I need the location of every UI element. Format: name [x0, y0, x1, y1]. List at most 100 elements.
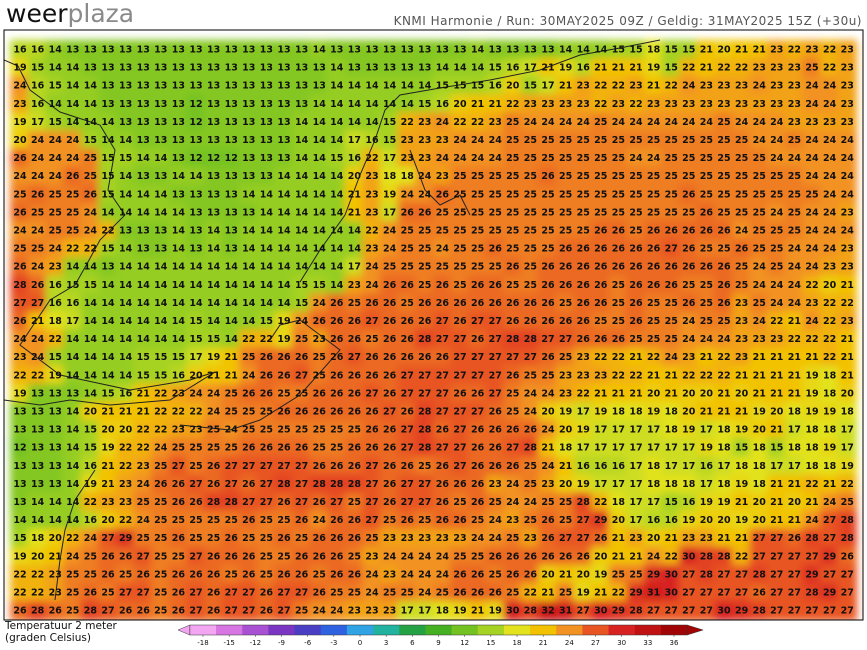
temp-label: 24: [506, 497, 520, 508]
temp-label: 26: [629, 262, 643, 273]
temp-label: 21: [594, 388, 607, 399]
temp-cell: [467, 184, 488, 205]
temp-label: 13: [225, 81, 238, 92]
temp-label: 21: [629, 551, 642, 562]
temp-label: 21: [629, 388, 642, 399]
temp-label: 24: [471, 533, 485, 544]
temp-cell: [379, 311, 400, 332]
temp-label: 24: [365, 262, 379, 273]
temp-cell: [520, 130, 541, 151]
temp-label: 19: [647, 63, 660, 74]
colorbar-tick-label: -6: [304, 639, 312, 647]
temp-label: 15: [84, 443, 97, 454]
temp-label: 26: [207, 461, 221, 472]
temp-cell: [415, 184, 435, 205]
colorbar-tick-label: 21: [539, 639, 548, 647]
temp-label: 25: [436, 262, 449, 273]
temp-label: 18: [629, 407, 643, 418]
colorbar-tick-label: -15: [223, 639, 234, 647]
temp-label: 24: [788, 153, 802, 164]
temp-cell: [520, 365, 541, 386]
temp-cell: [186, 130, 206, 151]
temp-cell: [696, 39, 717, 61]
temp-label: 25: [665, 298, 678, 309]
temp-label: 15: [260, 316, 273, 327]
temp-label: 28: [753, 606, 767, 617]
temp-label: 26: [577, 551, 591, 562]
temp-label: 26: [277, 533, 291, 544]
temp-cell: [379, 383, 400, 404]
temp-cell: [397, 347, 417, 368]
temp-label: 23: [49, 569, 62, 580]
temp-cell: [731, 383, 752, 404]
temp-label: 13: [541, 45, 554, 56]
temp-label: 14: [66, 99, 80, 110]
temp-label: 25: [154, 588, 167, 599]
temp-cell: [819, 365, 840, 386]
temp-cell: [186, 383, 206, 404]
temp-label: 17: [647, 425, 660, 436]
temp-cell: [608, 347, 629, 368]
temp-cell: [98, 202, 118, 223]
temp-label: 14: [260, 262, 274, 273]
temp-label: 25: [242, 407, 255, 418]
temp-cell: [749, 130, 769, 151]
temp-label: 24: [418, 588, 432, 599]
temp-label: 29: [612, 606, 625, 617]
temp-cell: [309, 347, 329, 368]
temp-label: 26: [594, 298, 608, 309]
temp-label: 25: [559, 226, 572, 237]
temp-label: 23: [348, 606, 361, 617]
temp-cell: [10, 365, 30, 386]
temp-cell: [731, 39, 752, 61]
temp-label: 25: [717, 171, 730, 182]
temp-label: 25: [31, 244, 44, 255]
temp-cell: [221, 293, 241, 314]
temp-label: 19: [277, 316, 290, 327]
colorbar-tick-label: 33: [643, 639, 652, 647]
temp-label: 26: [506, 461, 520, 472]
temp-label: 14: [383, 99, 397, 110]
temp-cell: [767, 347, 787, 368]
temp-cell: [767, 94, 787, 115]
temp-cell: [203, 220, 224, 242]
temp-cell: [291, 347, 312, 368]
temp-label: 28: [418, 407, 432, 418]
temp-cell: [450, 202, 470, 223]
temp-label: 18: [823, 425, 837, 436]
temp-cell: [503, 148, 523, 169]
temp-label: 24: [436, 244, 450, 255]
temp-label: 28: [31, 606, 45, 617]
temp-label: 14: [119, 171, 133, 182]
temp-cell: [555, 257, 576, 278]
temp-label: 13: [154, 117, 167, 128]
temp-cell: [626, 94, 646, 115]
temp-cell: [591, 112, 611, 133]
temp-cell: [626, 257, 646, 278]
temp-label: 25: [717, 244, 730, 255]
temp-cell: [397, 275, 417, 296]
temp-label: 22: [823, 298, 836, 309]
temp-label: 24: [753, 81, 767, 92]
temp-label: 24: [770, 117, 784, 128]
temp-label: 27: [172, 461, 185, 472]
temp-label: 27: [805, 606, 818, 617]
temp-cell: [485, 383, 505, 404]
temp-cell: [327, 94, 347, 115]
temp-label: 25: [700, 153, 713, 164]
temp-label: 22: [101, 226, 114, 237]
temp-label: 13: [277, 135, 290, 146]
temp-cell: [133, 257, 153, 278]
temp-label: 23: [172, 388, 185, 399]
temp-cell: [555, 184, 576, 205]
temp-label: 26: [330, 461, 344, 472]
temp-cell: [784, 130, 805, 151]
temp-cell: [485, 275, 505, 296]
temp-label: 27: [717, 588, 730, 599]
temp-label: 24: [31, 153, 45, 164]
temp-label: 13: [260, 45, 273, 56]
temp-cell: [80, 58, 101, 79]
temp-label: 26: [260, 443, 274, 454]
temp-cell: [767, 401, 787, 423]
temp-cell: [27, 148, 48, 169]
